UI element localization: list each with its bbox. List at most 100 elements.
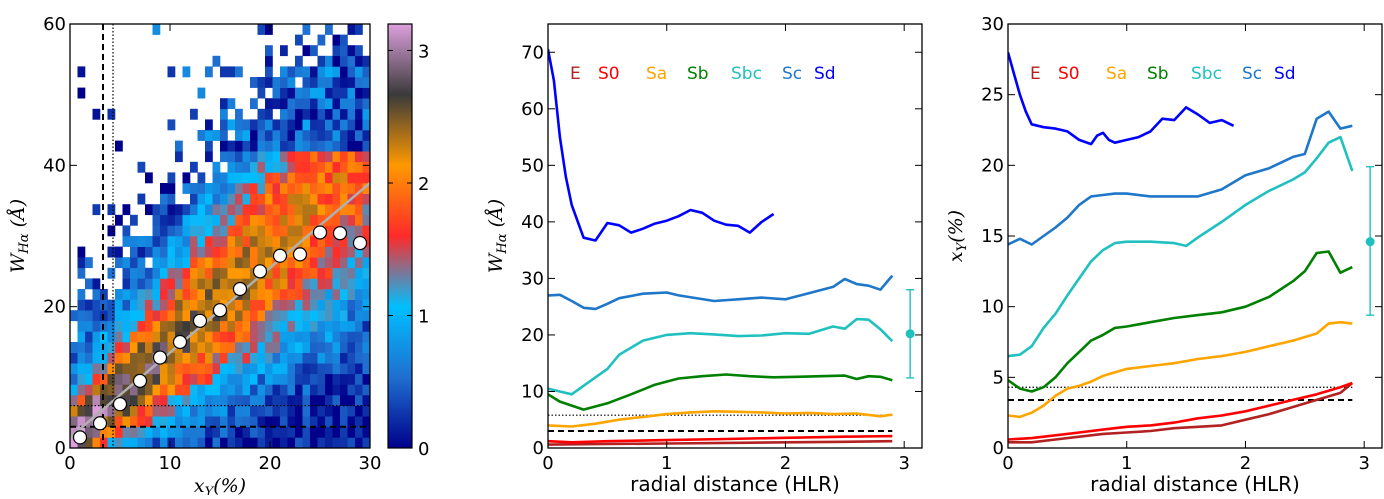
heatmap-cell: [302, 183, 311, 194]
heatmap-cell: [160, 363, 168, 375]
heatmap-cell: [182, 373, 191, 385]
heatmap-cell: [197, 437, 206, 448]
heatmap-cell: [167, 320, 176, 332]
heatmap-cell: [197, 289, 206, 300]
heatmap-cell: [325, 267, 333, 279]
plot-frame: [69, 23, 371, 449]
heatmap-cell: [325, 66, 333, 78]
median-point: [112, 397, 128, 412]
heatmap-cell: [77, 289, 86, 300]
heatmap-cell: [332, 140, 341, 152]
heatmap-cell: [257, 108, 266, 120]
heatmap-cell: [130, 214, 138, 226]
heatmap-cell: [115, 426, 123, 438]
heatmap-cell: [220, 204, 228, 216]
x-tick-label: 10: [159, 453, 182, 474]
heatmap-cell: [197, 246, 206, 258]
heatmap-cell: [242, 278, 251, 290]
heatmap-cell: [205, 140, 213, 152]
heatmap-cell: [325, 236, 333, 247]
heatmap-cell: [190, 289, 198, 300]
heatmap-cell: [257, 236, 266, 247]
heatmap-cell: [265, 373, 273, 385]
heatmap-cell: [77, 331, 86, 343]
heatmap-cell: [182, 320, 191, 332]
heatmap-cell: [130, 331, 138, 343]
heatmap-cell: [160, 289, 168, 300]
heatmap-cell: [167, 426, 176, 438]
heatmap-cell: [317, 342, 326, 353]
heatmap-cell: [257, 395, 266, 406]
heatmap-cell: [242, 161, 251, 173]
heatmap-cell: [167, 342, 176, 353]
heatmap-cell: [197, 342, 206, 353]
heatmap-ylabel: WHα (Å): [7, 199, 32, 273]
heatmap-cell: [182, 342, 191, 353]
heatmap-cell: [175, 299, 183, 311]
heatmap-cell: [212, 161, 221, 173]
y-tick-label: 0: [533, 438, 544, 459]
heatmap-cell: [160, 257, 168, 269]
heatmap-cell: [197, 214, 206, 226]
heatmap-cell: [295, 395, 303, 406]
heatmap-cell: [152, 310, 161, 322]
heatmap-cell: [272, 426, 281, 438]
heatmap-cell: [287, 204, 296, 216]
heatmap-cell: [122, 310, 131, 322]
x-tick-label: 3: [898, 453, 909, 474]
heatmap-cell: [160, 437, 168, 448]
heatmap-cell: [355, 55, 363, 67]
heatmap-cell: [190, 246, 198, 258]
heatmap-cell: [265, 257, 273, 269]
heatmap-cell: [332, 183, 341, 194]
heatmap-cell: [182, 299, 191, 311]
heatmap-cell: [302, 108, 311, 120]
heatmap-cell: [77, 257, 86, 269]
heatmap-cell: [160, 225, 168, 237]
heatmap-cell: [325, 331, 333, 343]
heatmap-cell: [190, 108, 198, 120]
heatmap-cell: [340, 172, 348, 184]
heatmap-cell: [272, 405, 281, 417]
series-line-sb: [1008, 250, 1353, 393]
heatmap-cell: [85, 257, 93, 269]
heatmap-cell: [220, 151, 228, 163]
heatmap-cell: [197, 257, 206, 269]
heatmap-cell: [347, 225, 356, 237]
heatmap-cell: [295, 437, 303, 448]
heatmap-cell: [227, 66, 236, 78]
heatmap-cell: [115, 257, 123, 269]
heatmap-cell: [130, 384, 138, 396]
heatmap-cell: [257, 77, 266, 88]
heatmap-cell: [152, 289, 161, 300]
heatmap-cell: [92, 363, 101, 375]
heatmap-cell: [250, 161, 258, 173]
heatmap-cell: [190, 214, 198, 226]
heatmap-cell: [272, 320, 281, 332]
heatmap-cell: [235, 352, 243, 364]
heatmap-cell: [175, 405, 183, 417]
heatmap-cell: [340, 183, 348, 194]
heatmap-cell: [250, 289, 258, 300]
heatmap-cell: [175, 236, 183, 247]
heatmap-cell: [235, 331, 243, 343]
heatmap-cell: [115, 352, 123, 364]
heatmap-cell: [220, 172, 228, 184]
heatmap-cell: [220, 289, 228, 300]
heatmap-cell: [175, 384, 183, 396]
heatmap-cell: [325, 246, 333, 258]
heatmap-cell: [332, 204, 341, 216]
series-line-sbc: [548, 317, 894, 396]
heatmap-cell: [362, 77, 370, 88]
heatmap-cell: [362, 193, 370, 205]
heatmap-cell: [295, 352, 303, 364]
heatmap-cell: [347, 151, 356, 163]
heatmap-cell: [92, 331, 101, 343]
heatmap-cell: [287, 342, 296, 353]
heatmap-cell: [310, 267, 318, 279]
heatmap-cell: [137, 246, 146, 258]
heatmap-cell: [235, 363, 243, 375]
median-point: [252, 264, 268, 279]
heatmap-cell: [242, 310, 251, 322]
heatmap-cell: [302, 257, 311, 269]
